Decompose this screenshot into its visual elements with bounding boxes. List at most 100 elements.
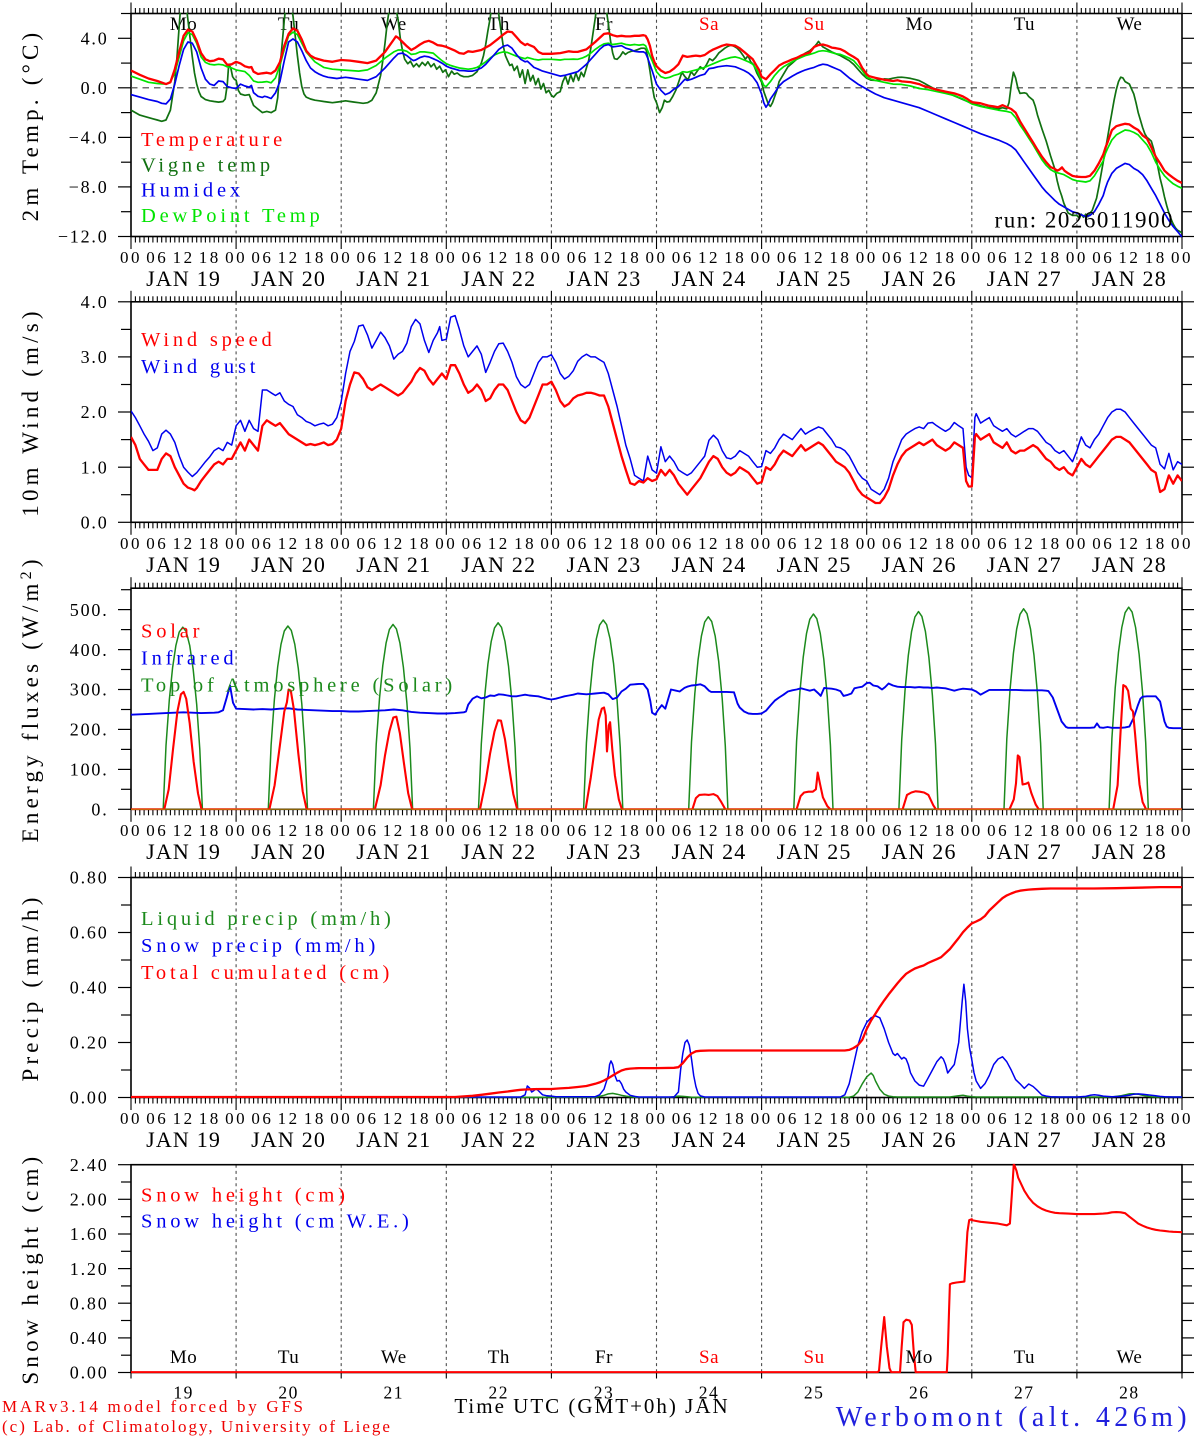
svg-text:18: 18 — [619, 821, 641, 840]
svg-text:18: 18 — [409, 248, 431, 267]
svg-text:12: 12 — [278, 821, 300, 840]
svg-text:JAN 24: JAN 24 — [671, 552, 746, 577]
svg-text:06: 06 — [462, 821, 484, 840]
svg-text:0.: 0. — [91, 800, 108, 820]
svg-text:1.20: 1.20 — [70, 1259, 109, 1279]
svg-text:Precip (mm/h): Precip (mm/h) — [18, 893, 43, 1081]
svg-text:JAN 20: JAN 20 — [251, 839, 326, 864]
svg-text:Wind gust: Wind gust — [141, 356, 259, 378]
svg-text:18: 18 — [1040, 821, 1062, 840]
svg-text:JAN 27: JAN 27 — [987, 266, 1062, 291]
svg-text:Top of Atmosphere (Solar): Top of Atmosphere (Solar) — [141, 675, 456, 697]
svg-text:−12.0: −12.0 — [58, 227, 109, 247]
svg-text:18: 18 — [935, 1109, 957, 1128]
svg-text:06: 06 — [251, 821, 273, 840]
svg-text:4.0: 4.0 — [81, 29, 109, 49]
svg-text:22: 22 — [489, 1383, 510, 1403]
svg-text:06: 06 — [777, 1109, 799, 1128]
svg-text:Tu: Tu — [278, 1347, 299, 1368]
svg-text:00: 00 — [856, 821, 878, 840]
svg-text:06: 06 — [882, 248, 904, 267]
svg-text:JAN 26: JAN 26 — [882, 266, 957, 291]
svg-text:00: 00 — [330, 1109, 352, 1128]
svg-text:00: 00 — [1066, 248, 1088, 267]
svg-text:00: 00 — [120, 821, 142, 840]
svg-text:06: 06 — [462, 248, 484, 267]
svg-text:3.0: 3.0 — [81, 347, 109, 367]
svg-text:06: 06 — [251, 1109, 273, 1128]
svg-text:Mo: Mo — [905, 1347, 932, 1368]
svg-text:0.80: 0.80 — [70, 868, 109, 888]
svg-text:We: We — [381, 1347, 407, 1368]
svg-text:12: 12 — [1118, 534, 1140, 553]
svg-text:12: 12 — [593, 821, 615, 840]
svg-text:12: 12 — [488, 534, 510, 553]
svg-text:12: 12 — [803, 821, 825, 840]
svg-text:18: 18 — [199, 248, 221, 267]
svg-text:Mo: Mo — [905, 14, 932, 35]
svg-text:0.40: 0.40 — [70, 1328, 109, 1348]
svg-text:06: 06 — [146, 821, 168, 840]
svg-text:18: 18 — [935, 534, 957, 553]
svg-text:We: We — [1116, 1347, 1142, 1368]
svg-text:JAN 24: JAN 24 — [671, 839, 746, 864]
svg-text:00: 00 — [120, 1109, 142, 1128]
svg-text:JAN 22: JAN 22 — [461, 839, 536, 864]
svg-text:0.20: 0.20 — [70, 1033, 109, 1053]
svg-text:06: 06 — [1092, 534, 1114, 553]
svg-text:Infrared: Infrared — [141, 648, 237, 670]
svg-text:00: 00 — [540, 534, 562, 553]
svg-text:12: 12 — [383, 248, 405, 267]
svg-text:Wind speed: Wind speed — [141, 329, 276, 351]
svg-text:Mo: Mo — [170, 1347, 197, 1368]
svg-text:06: 06 — [146, 248, 168, 267]
svg-text:18: 18 — [724, 534, 746, 553]
svg-text:Humidex: Humidex — [141, 180, 244, 202]
svg-text:00: 00 — [961, 248, 983, 267]
svg-text:Th: Th — [488, 14, 510, 35]
svg-text:12: 12 — [908, 1109, 930, 1128]
svg-text:12: 12 — [488, 821, 510, 840]
svg-text:18: 18 — [829, 821, 851, 840]
svg-text:Su: Su — [804, 1347, 825, 1368]
svg-text:12: 12 — [488, 1109, 510, 1128]
svg-text:2.40: 2.40 — [70, 1155, 109, 1175]
svg-text:JAN 26: JAN 26 — [882, 1127, 957, 1152]
svg-text:500.: 500. — [70, 600, 109, 620]
svg-text:00: 00 — [225, 534, 247, 553]
svg-text:06: 06 — [1092, 248, 1114, 267]
svg-text:200.: 200. — [70, 720, 109, 740]
svg-text:100.: 100. — [70, 760, 109, 780]
svg-text:12: 12 — [1013, 821, 1035, 840]
svg-text:12: 12 — [908, 248, 930, 267]
svg-text:JAN 28: JAN 28 — [1092, 839, 1167, 864]
svg-text:00: 00 — [961, 534, 983, 553]
svg-text:Temperature: Temperature — [141, 129, 286, 151]
svg-text:06: 06 — [1092, 821, 1114, 840]
svg-text:JAN 27: JAN 27 — [987, 552, 1062, 577]
svg-text:20: 20 — [278, 1383, 299, 1403]
svg-text:21: 21 — [384, 1383, 405, 1403]
svg-text:00: 00 — [1066, 1109, 1088, 1128]
svg-text:06: 06 — [567, 248, 589, 267]
svg-text:18: 18 — [724, 821, 746, 840]
svg-text:JAN 22: JAN 22 — [461, 1127, 536, 1152]
svg-text:12: 12 — [593, 1109, 615, 1128]
svg-text:00: 00 — [1171, 821, 1193, 840]
svg-text:18: 18 — [409, 1109, 431, 1128]
svg-text:JAN 25: JAN 25 — [777, 552, 852, 577]
svg-text:19: 19 — [173, 1383, 194, 1403]
svg-text:00: 00 — [751, 821, 773, 840]
svg-text:Sa: Sa — [699, 14, 719, 35]
svg-text:Werbomont (alt. 426m): Werbomont (alt. 426m) — [836, 1402, 1191, 1433]
svg-text:18: 18 — [1145, 821, 1167, 840]
svg-text:12: 12 — [278, 534, 300, 553]
svg-text:−8.0: −8.0 — [69, 177, 109, 197]
svg-text:Snow height (cm): Snow height (cm) — [18, 1153, 43, 1385]
svg-text:06: 06 — [987, 534, 1009, 553]
svg-text:06: 06 — [882, 1109, 904, 1128]
svg-text:12: 12 — [1013, 1109, 1035, 1128]
svg-text:06: 06 — [672, 1109, 694, 1128]
svg-text:JAN 21: JAN 21 — [356, 1127, 431, 1152]
svg-text:00: 00 — [646, 1109, 668, 1128]
